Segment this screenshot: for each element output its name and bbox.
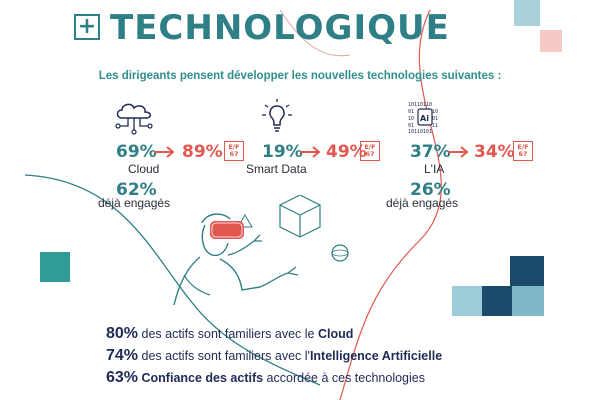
ef-badge: E/F 67 (360, 141, 380, 161)
svg-text:Ai: Ai (420, 114, 429, 123)
decor-square-navy-right2 (482, 286, 512, 316)
svg-text:01: 01 (408, 123, 414, 129)
decor-square-lightblue-top (514, 0, 540, 26)
fact-ia-pct: 74% (106, 347, 139, 364)
ia-engaged-label: déjà engagés (386, 196, 459, 210)
page-title: TECHNOLOGIQUE (110, 8, 450, 48)
ai-chip-icon: 10110110 01 10 10 01 01 11 10110101 Ai (408, 102, 438, 134)
svg-text:01: 01 (432, 116, 438, 122)
cloud-network-icon (115, 103, 153, 135)
decor-square-lightblue-right (452, 286, 482, 316)
ef-badge: E/F 67 (513, 141, 533, 161)
fact-trust-bold: Confiance des actifs (138, 371, 264, 385)
svg-text:10110101: 10110101 (408, 129, 432, 134)
fact-cloud-bold: Cloud (317, 327, 354, 341)
cloud-label: Cloud (128, 162, 160, 176)
svg-text:11: 11 (432, 123, 438, 129)
fact-ia: 74% des actifs sont familiers avec l'Int… (106, 347, 442, 365)
cloud-engaged-label: déjà engagés (98, 196, 171, 210)
fact-cloud: 80% des actifs sont familiers avec le Cl… (106, 325, 353, 343)
lightbulb-icon (262, 99, 292, 132)
fact-trust: 63% Confiance des actifs accordée à ces … (106, 369, 425, 387)
fact-trust-pct: 63% (106, 369, 139, 386)
arrow-right-icon (300, 146, 321, 158)
ia-from-pct: 37% (410, 142, 451, 162)
svg-text:01: 01 (408, 109, 414, 115)
fact-ia-text: des actifs sont familiers avec l' (138, 349, 310, 363)
ia-engaged-pct: 26% (410, 180, 451, 200)
fact-ia-bold: Intelligence Artificielle (309, 349, 443, 363)
arrow-right-icon (154, 146, 175, 158)
decor-square-teal-left (40, 252, 70, 282)
svg-text:10: 10 (408, 116, 414, 122)
smartdata-to-pct: 49% (326, 142, 367, 162)
svg-text:10: 10 (432, 109, 438, 115)
subtitle: Les dirigeants pensent développer les no… (98, 70, 502, 82)
smartdata-from-pct: 19% (262, 142, 303, 162)
cloud-from-pct: 69% (116, 142, 157, 162)
decor-square-pink-top (540, 30, 562, 52)
fact-cloud-pct: 80% (106, 325, 139, 342)
cloud-engaged-pct: 62% (116, 180, 157, 200)
fact-trust-text: accordée à ces technologies (263, 371, 425, 385)
ia-label: L'IA (424, 162, 445, 176)
smartdata-label: Smart Data (246, 162, 307, 176)
svg-text:10110110: 10110110 (408, 102, 432, 108)
decor-square-teal-right (512, 286, 544, 316)
vr-person-illustration (173, 195, 349, 306)
cloud-to-pct: 89% (182, 142, 223, 162)
ia-to-pct: 34% (474, 142, 515, 162)
ef-badge: E/F 67 (224, 141, 244, 161)
arrow-right-icon (448, 146, 469, 158)
fact-cloud-text: des actifs sont familiers avec le (138, 327, 318, 341)
decor-square-navy-right1 (510, 256, 544, 286)
plus-icon: + (74, 14, 100, 40)
